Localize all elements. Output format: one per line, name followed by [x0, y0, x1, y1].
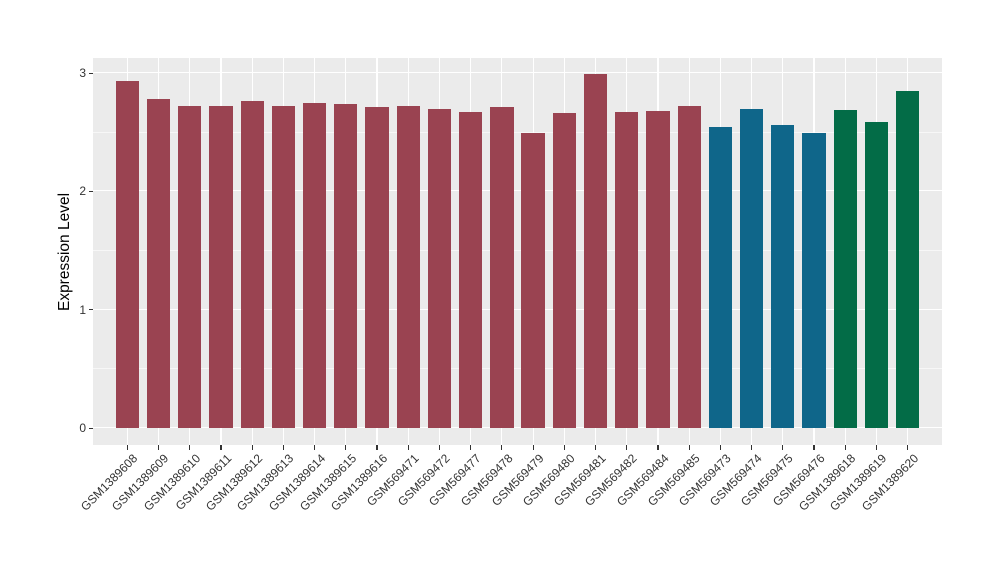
- y-tick-mark: [88, 427, 93, 429]
- bar-GSM569474: [739, 108, 764, 428]
- x-tick-mark: [719, 445, 721, 450]
- gridline-horizontal: [93, 249, 942, 251]
- y-tick-label: 1: [79, 302, 86, 317]
- x-tick-mark: [282, 445, 284, 450]
- bar-GSM1389611: [209, 106, 233, 428]
- x-tick-mark: [532, 445, 534, 450]
- bar-GSM569480: [552, 113, 576, 428]
- x-tick-mark: [626, 445, 628, 450]
- gridline-horizontal: [93, 131, 942, 133]
- y-tick-mark: [88, 190, 93, 192]
- bar-GSM569484: [646, 110, 670, 428]
- x-tick-mark: [844, 445, 846, 450]
- bar-GSM1389610: [178, 106, 202, 428]
- bar-GSM569475: [771, 125, 795, 428]
- bar-GSM1389608: [115, 81, 139, 428]
- x-tick-mark: [345, 445, 347, 450]
- gridline-horizontal: [93, 308, 942, 310]
- gridline-horizontal: [93, 71, 942, 73]
- bar-GSM1389612: [240, 101, 264, 428]
- bar-GSM1389619: [864, 121, 889, 428]
- bar-GSM1389616: [365, 107, 389, 428]
- y-tick-mark: [88, 309, 93, 311]
- x-tick-mark: [907, 445, 909, 450]
- bar-GSM569473: [708, 127, 733, 428]
- bar-GSM1389613: [271, 106, 296, 428]
- x-tick-mark: [438, 445, 441, 450]
- bar-GSM1389618: [833, 109, 857, 428]
- x-tick-mark: [657, 445, 659, 450]
- y-tick-label: 3: [79, 66, 86, 80]
- x-tick-mark: [782, 445, 784, 450]
- plot-panel: [93, 58, 942, 445]
- y-tick-label: 0: [79, 421, 86, 435]
- y-tick-mark: [88, 72, 93, 74]
- bar-GSM569481: [583, 74, 608, 428]
- bar-GSM569476: [802, 133, 826, 428]
- bar-GSM1389615: [334, 103, 358, 428]
- x-tick-mark: [875, 445, 878, 450]
- x-tick-mark: [126, 445, 128, 450]
- x-tick-mark: [688, 445, 690, 450]
- gridline-horizontal: [93, 368, 942, 369]
- x-tick-mark: [314, 445, 316, 450]
- bar-GSM1389620: [896, 90, 920, 428]
- x-tick-mark: [594, 445, 597, 450]
- x-tick-mark: [813, 445, 815, 450]
- x-tick-mark: [220, 445, 222, 450]
- gridline-horizontal: [93, 426, 942, 428]
- x-tick-mark: [251, 445, 253, 450]
- x-tick-mark: [751, 445, 753, 450]
- bar-GSM569471: [396, 106, 420, 428]
- x-tick-mark: [563, 445, 565, 450]
- y-axis-title: Expression Level: [56, 192, 73, 312]
- bar-GSM569477: [459, 112, 483, 428]
- bar-GSM569478: [490, 107, 514, 428]
- bar-GSM569485: [677, 106, 701, 428]
- bar-GSM1389614: [302, 102, 327, 428]
- bar-GSM569482: [615, 112, 639, 428]
- x-tick-mark: [189, 445, 191, 450]
- bar-GSM569479: [521, 133, 545, 428]
- x-tick-mark: [470, 445, 472, 450]
- x-tick-mark: [157, 445, 160, 450]
- y-tick-label: 2: [79, 184, 86, 199]
- x-tick-mark: [407, 445, 409, 450]
- bar-GSM569472: [427, 108, 452, 428]
- x-tick-mark: [376, 445, 378, 450]
- x-tick-mark: [501, 445, 503, 450]
- bar-GSM1389609: [146, 99, 171, 428]
- gridline-horizontal: [93, 190, 942, 192]
